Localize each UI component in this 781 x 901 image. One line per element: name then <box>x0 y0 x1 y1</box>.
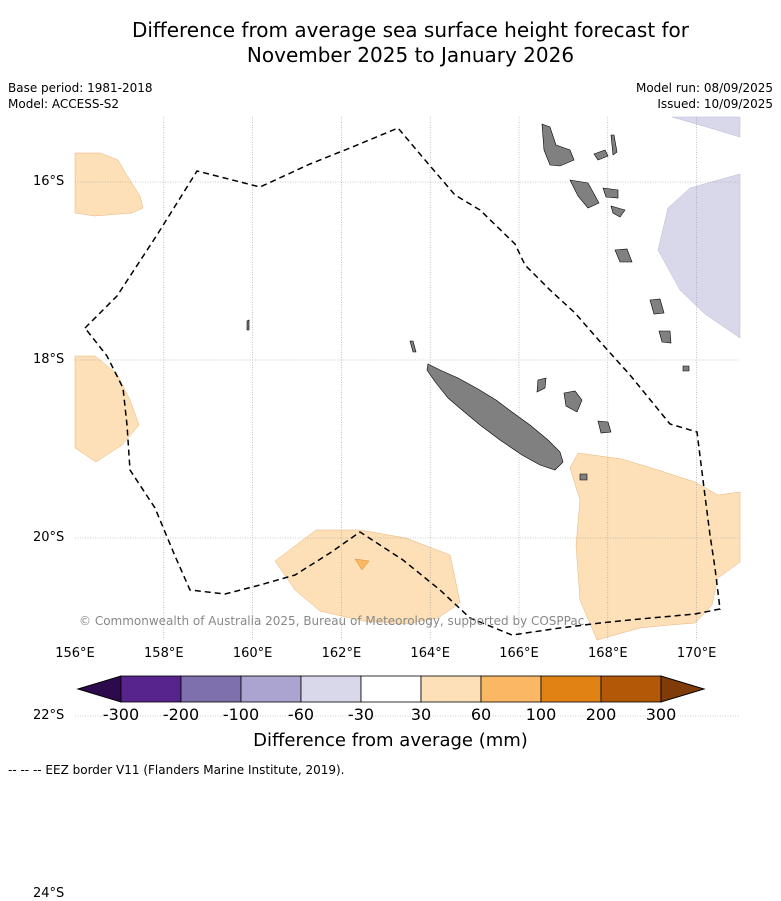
chart-title: Difference from average sea surface heig… <box>0 18 781 68</box>
efate-land <box>602 187 619 199</box>
lat-tick-label: 24°S <box>33 886 65 901</box>
lat-tick-label: 22°S <box>33 708 65 723</box>
meta-left: Base period: 1981-2018 Model: ACCESS-S2 <box>8 80 153 112</box>
map-figure <box>74 116 741 717</box>
anomaly-region-west-south <box>74 355 140 463</box>
colorbar-box <box>600 675 662 703</box>
lat-tick-label: 18°S <box>33 352 65 367</box>
colorbar-tick-label: -60 <box>287 705 315 724</box>
colorbar-tick-label: 300 <box>645 705 677 724</box>
base-period: Base period: 1981-2018 <box>8 81 153 95</box>
lon-tick-label: 162°E <box>321 646 362 661</box>
erromango-land <box>614 248 633 263</box>
colorbar-box <box>360 675 422 703</box>
lon-tick-label: 160°E <box>232 646 273 661</box>
chesterfield-land <box>246 319 250 331</box>
model-run: Model run: 08/09/2025 <box>635 81 773 95</box>
lon-tick-label: 168°E <box>588 646 628 661</box>
lon-tick-label: 166°E <box>499 646 539 661</box>
colorbar-box <box>120 675 182 703</box>
map-credit: © Commonwealth of Australia 2025, Bureau… <box>79 614 585 628</box>
belep-land <box>409 340 417 353</box>
lon-tick-label: 158°E <box>144 646 184 661</box>
lifou-land <box>563 390 583 413</box>
colorbar-tick-label: 100 <box>525 705 557 724</box>
colorbar-tick-label: -100 <box>222 705 260 724</box>
aneityum-land <box>658 330 672 344</box>
map-area <box>74 116 741 717</box>
lon-tick-label: 170°E <box>676 646 717 661</box>
colorbar-tick-label: -30 <box>347 705 375 724</box>
new-caledonia-land <box>426 363 564 471</box>
tanna-land <box>649 298 665 315</box>
lon-tick-label: 164°E <box>410 646 450 661</box>
eez-footer: -- -- -- EEZ border V11 (Flanders Marine… <box>8 763 345 777</box>
anomaly-region-west-north <box>74 152 144 217</box>
anomaly-region-east <box>657 173 741 339</box>
colorbar-tick-label: 200 <box>585 705 617 724</box>
colorbar-box <box>480 675 542 703</box>
model-name: Model: ACCESS-S2 <box>8 97 120 111</box>
colorbar-title: Difference from average (mm) <box>253 730 528 751</box>
ambae-land <box>593 149 609 161</box>
colorbar-extend-high <box>660 675 706 703</box>
colorbar-extend-low <box>76 675 122 703</box>
colorbar-box <box>420 675 482 703</box>
title-line-2: November 2025 to January 2026 <box>246 43 575 67</box>
colorbar-box <box>240 675 302 703</box>
matthew-island-land <box>682 365 690 372</box>
grid-lines <box>75 117 740 717</box>
malekula-land <box>569 179 600 209</box>
issued-date: Issued: 10/09/2025 <box>657 97 773 111</box>
colorbar-boxes <box>76 675 706 703</box>
title-line-1: Difference from average sea surface heig… <box>131 18 690 42</box>
anomaly-region-southeast <box>569 452 741 641</box>
pentecost-land <box>610 134 618 156</box>
ile-des-pins-land <box>579 473 588 481</box>
land-masses <box>246 123 690 481</box>
colorbar-box <box>540 675 602 703</box>
espiritu-santo-land <box>541 123 575 167</box>
lon-tick-label: 156°E <box>55 646 95 661</box>
lat-tick-label: 20°S <box>33 530 65 545</box>
colorbar <box>76 675 706 703</box>
colorbar-tick-label: 30 <box>410 705 432 724</box>
eez-border <box>83 127 721 636</box>
colorbar-tick-label: -200 <box>162 705 200 724</box>
ouvea-land <box>536 377 547 393</box>
anomaly-region-northeast <box>671 116 741 138</box>
epi-land <box>610 205 626 218</box>
meta-right: Model run: 08/09/2025 Issued: 10/09/2025 <box>636 80 773 112</box>
colorbar-tick-label: -300 <box>102 705 140 724</box>
lat-tick-label: 16°S <box>33 174 65 189</box>
anomaly-patch-60-100 <box>354 558 370 571</box>
colorbar-tick-label: 60 <box>470 705 492 724</box>
mare-land <box>597 420 612 434</box>
colorbar-box <box>300 675 362 703</box>
colorbar-box <box>180 675 242 703</box>
